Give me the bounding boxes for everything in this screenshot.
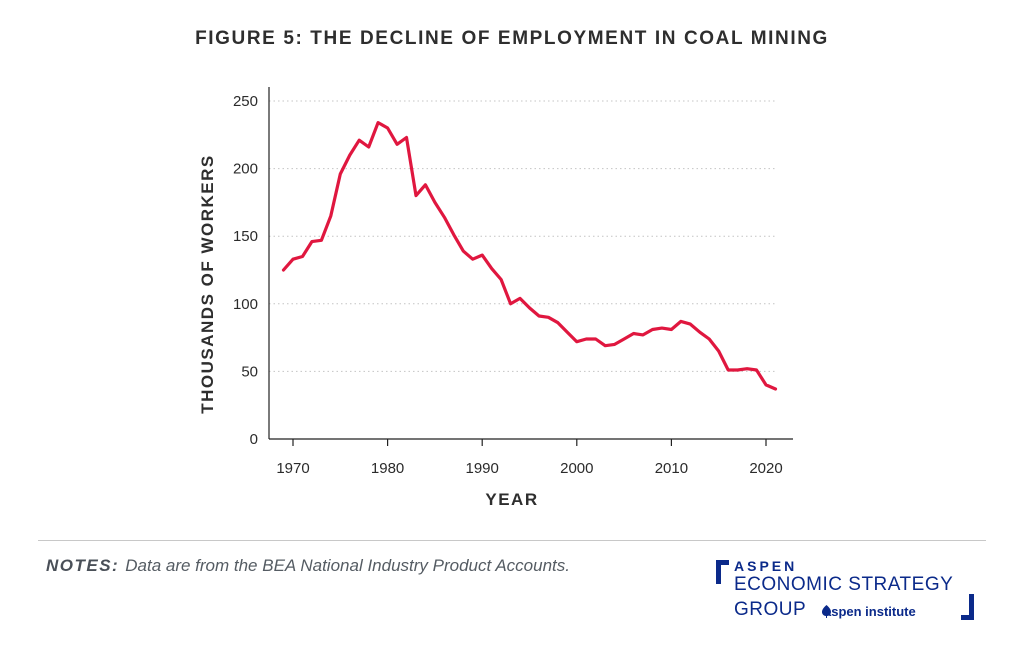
x-tick-label-2020: 2020 xyxy=(749,460,782,477)
y-tick-label-200: 200 xyxy=(233,161,258,178)
gridlines xyxy=(269,100,776,372)
logo-bracket-bottom-right xyxy=(961,594,974,620)
y-tick-label-250: 250 xyxy=(233,93,258,110)
x-tick-labels: 1970 1980 1990 2000 2010 2020 xyxy=(276,460,782,477)
y-tick-label-150: 150 xyxy=(233,228,258,245)
series-line-0 xyxy=(281,120,778,391)
logo-line-1: ECONOMIC STRATEGY xyxy=(734,574,954,595)
notes-text: Data are from the BEA National Industry … xyxy=(125,556,570,575)
notes: NOTES: Data are from the BEA National Ind… xyxy=(46,556,570,576)
x-tick-label-1990: 1990 xyxy=(466,460,499,477)
chart-title: FIGURE 5: THE DECLINE OF EMPLOYMENT IN C… xyxy=(195,28,829,49)
aspen-logo: ASPEN ECONOMIC STRATEGY GROUP aspen inst… xyxy=(716,558,978,622)
logo-line-2: GROUP xyxy=(734,599,807,620)
logo-aspen-text: ASPEN xyxy=(734,558,798,574)
notes-label: NOTES: xyxy=(46,556,120,575)
logo-bracket-top-left xyxy=(716,560,729,584)
line-chart: 0 50 100 150 200 250 1970 1980 1990 2000 2010 2020… xyxy=(198,87,793,509)
logo-institute-text: aspen institute xyxy=(824,604,916,619)
axes xyxy=(268,87,793,446)
x-tick-label-1970: 1970 xyxy=(276,460,309,477)
aspen-leaf-icon xyxy=(821,605,832,618)
y-tick-label-100: 100 xyxy=(233,296,258,313)
x-tick-label-2000: 2000 xyxy=(560,460,593,477)
y-axis-title: THOUSANDS OF WORKERS xyxy=(198,154,217,414)
x-tick-label-2010: 2010 xyxy=(655,460,688,477)
divider xyxy=(38,540,986,541)
y-tick-labels: 0 50 100 150 200 250 xyxy=(233,93,258,448)
y-tick-label-0: 0 xyxy=(250,431,258,448)
x-tick-label-1980: 1980 xyxy=(371,460,404,477)
x-axis-title: YEAR xyxy=(485,490,538,509)
y-tick-label-50: 50 xyxy=(241,363,258,380)
data-series xyxy=(281,120,778,391)
